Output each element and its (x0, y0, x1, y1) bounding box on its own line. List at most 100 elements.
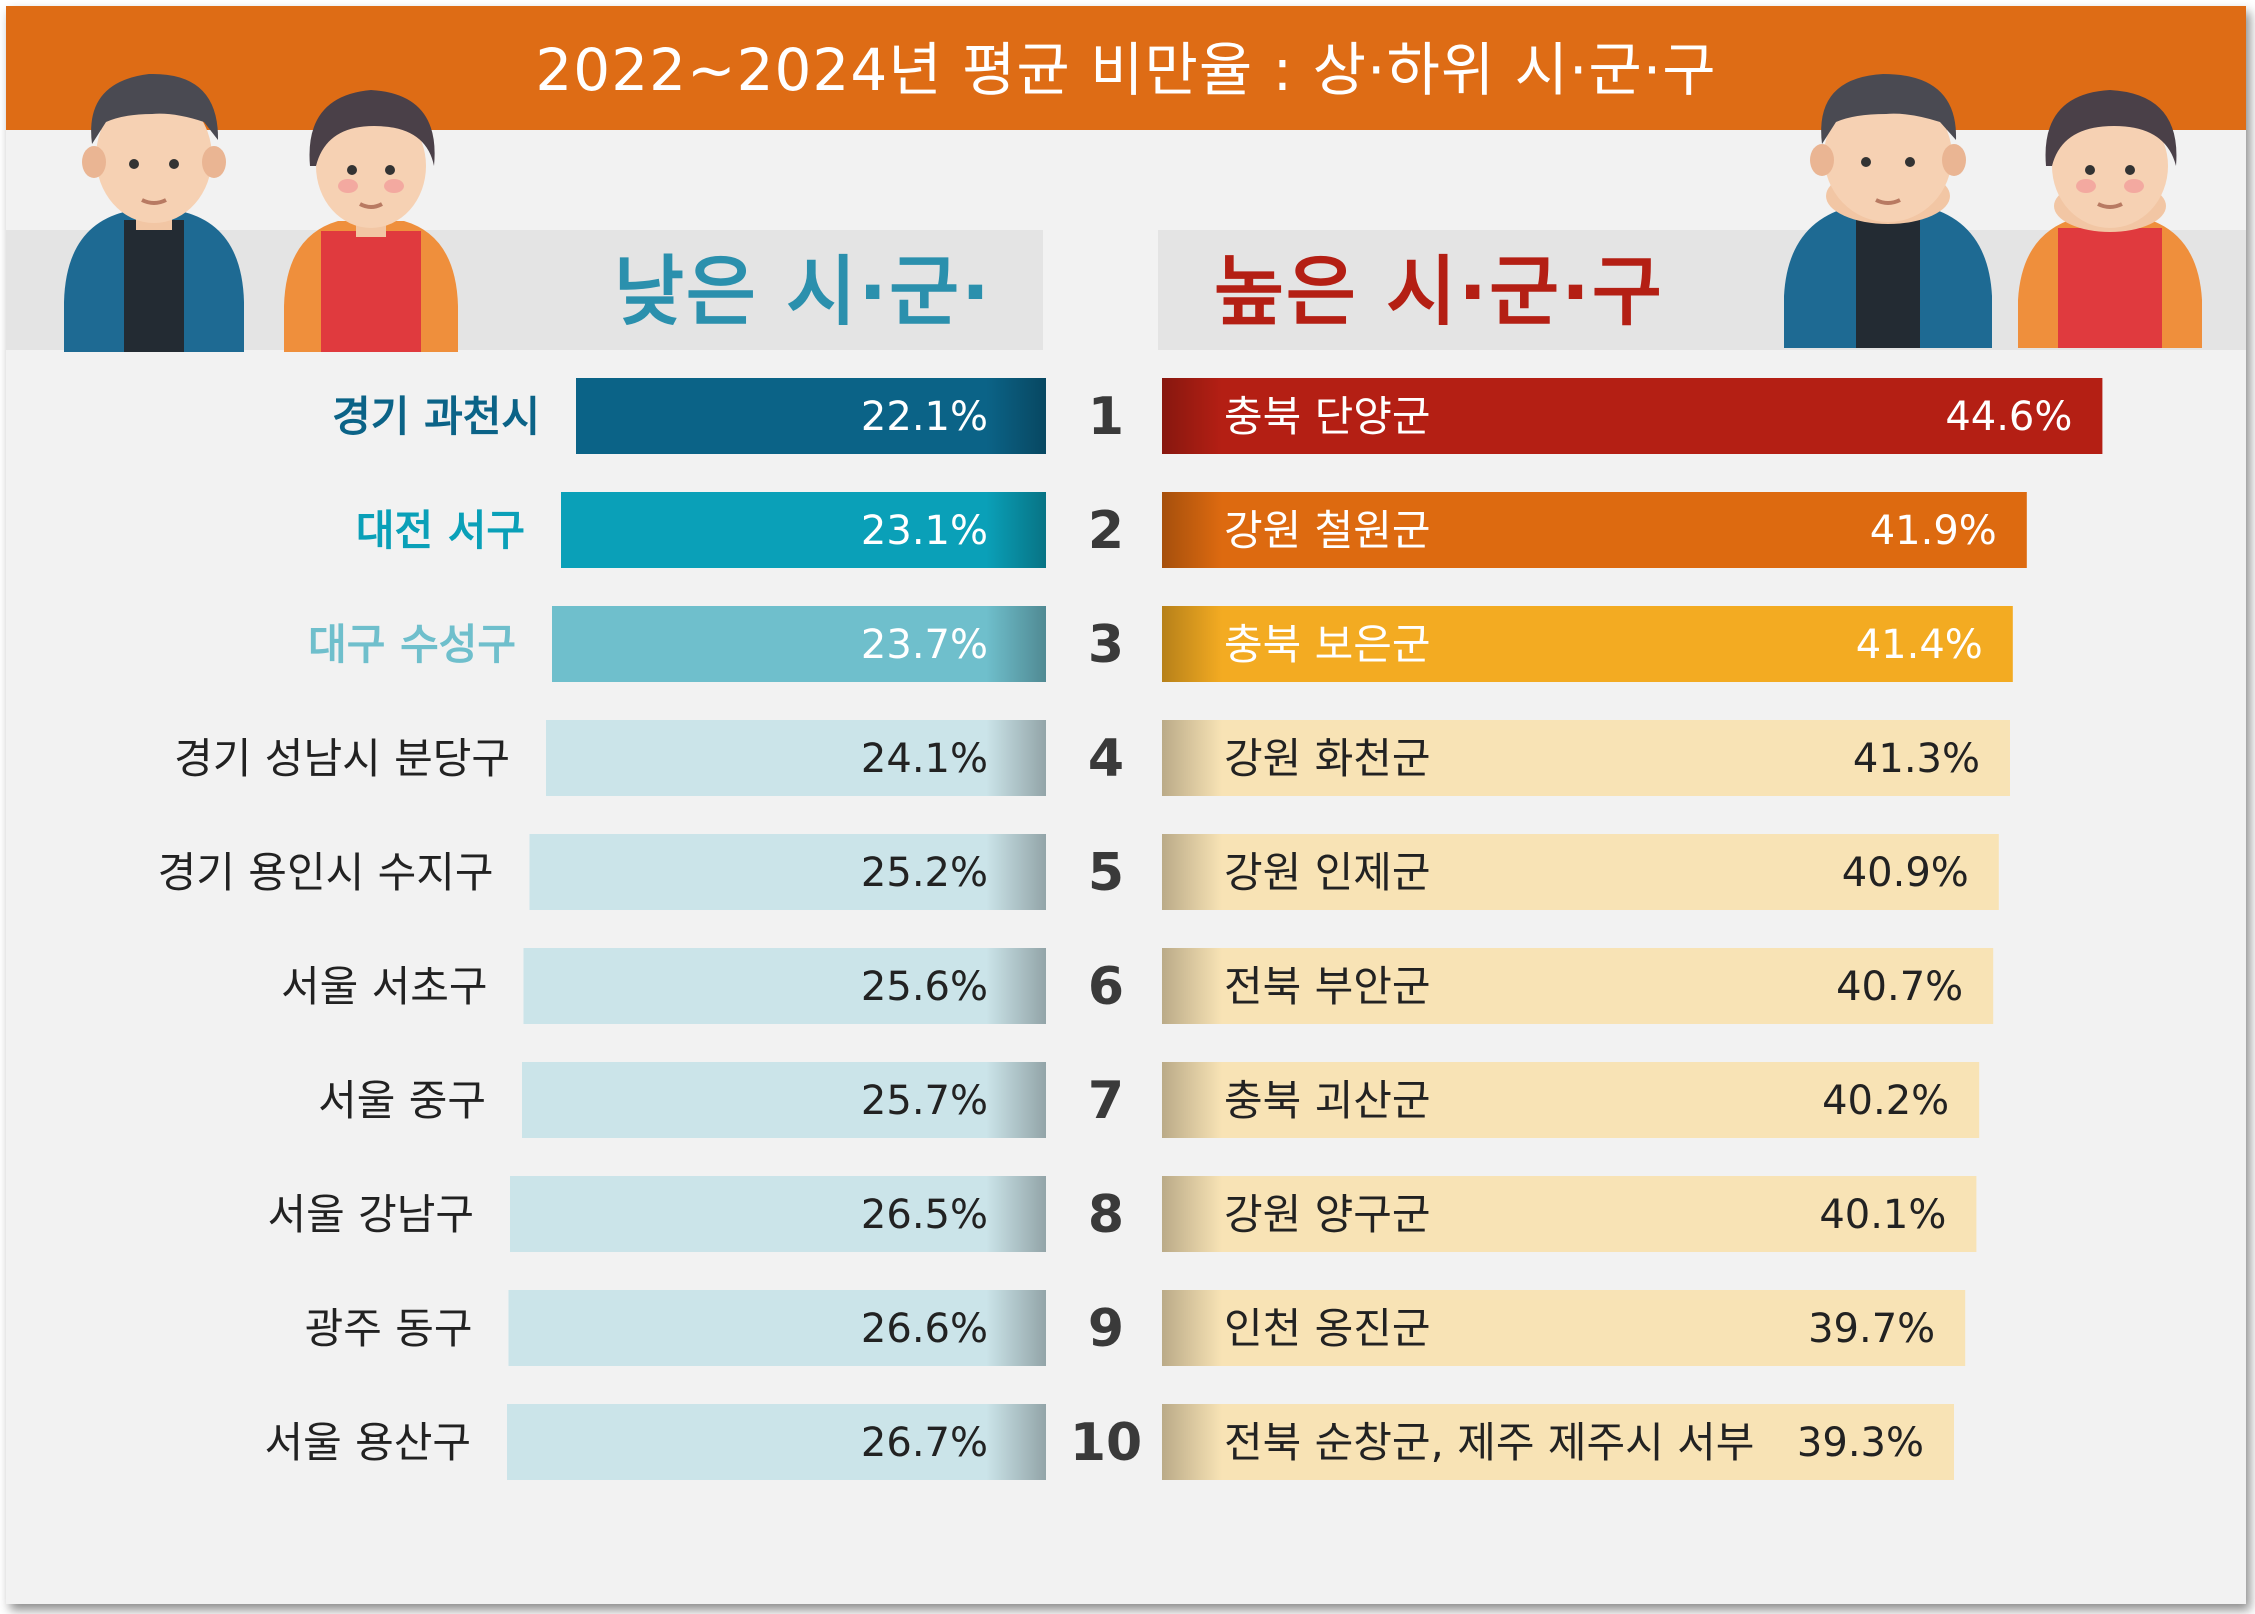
high-category-label: 강원 인제군 (1224, 848, 1431, 897)
chart-title: 2022~2024년 평균 비만율 : 상·하위 시·군·구 (535, 36, 1717, 104)
low-bar-fold-2 (986, 492, 1046, 568)
high-bar-8 (1162, 1176, 1977, 1252)
low-bar-fold-1 (986, 378, 1046, 454)
high-bar-5 (1162, 834, 1999, 910)
high-bar-fold-6 (1162, 948, 1222, 1024)
high-bar-9 (1162, 1290, 1966, 1366)
low-category-label: 서울 강남구 (267, 1190, 474, 1239)
low-bar-3 (552, 606, 1046, 682)
high-category-label: 강원 양구군 (1224, 1190, 1431, 1239)
low-bar-fold-10 (986, 1404, 1046, 1480)
high-bar-fold-8 (1162, 1176, 1222, 1252)
rank-label: 7 (1088, 1071, 1124, 1131)
low-bar-fold-6 (986, 948, 1046, 1024)
low-bar-5 (529, 834, 1046, 910)
high-bar-fold-1 (1162, 378, 1222, 454)
low-bar-4 (546, 720, 1046, 796)
high-value-label: 40.7% (1836, 964, 1963, 1010)
high-category-label: 강원 철원군 (1224, 506, 1431, 555)
high-value-label: 41.9% (1870, 508, 1997, 554)
rank-label: 5 (1088, 843, 1124, 903)
low-bar-7 (522, 1062, 1046, 1138)
low-value-label: 25.7% (861, 1078, 988, 1124)
high-bar-fold-7 (1162, 1062, 1222, 1138)
high-bar-fold-4 (1162, 720, 1222, 796)
high-value-label: 39.3% (1797, 1420, 1924, 1466)
low-bar-2 (561, 492, 1046, 568)
high-category-label: 충북 보은군 (1224, 620, 1431, 669)
low-bar-10 (507, 1404, 1046, 1480)
low-bar-fold-7 (986, 1062, 1046, 1138)
low-bar-1 (576, 378, 1046, 454)
bar-charts: 경기 과천시 22.1% 대전 서구 23.1% 대구 수성구 23.7% 경기 성남시 분… (158, 378, 2103, 1480)
low-bar-9 (508, 1290, 1046, 1366)
low-category-label: 경기 성남시 분당구 (174, 734, 510, 783)
low-section-label: 낮은 시·군·구 (614, 247, 992, 460)
high-value-label: 40.1% (1819, 1192, 1946, 1238)
low-bar-fold-8 (986, 1176, 1046, 1252)
low-bar-fold-5 (986, 834, 1046, 910)
rank-label: 2 (1088, 501, 1124, 561)
high-value-label: 40.9% (1842, 850, 1969, 896)
low-value-label: 25.6% (861, 964, 988, 1010)
high-value-label: 44.6% (1945, 394, 2072, 440)
rank-label: 10 (1070, 1413, 1142, 1473)
low-category-label: 대전 서구 (356, 506, 525, 555)
high-bar-7 (1162, 1062, 1980, 1138)
rank-label: 9 (1088, 1299, 1124, 1359)
rank-label: 4 (1088, 729, 1124, 789)
low-bar-8 (510, 1176, 1046, 1252)
low-category-label: 서울 중구 (318, 1076, 486, 1125)
high-section-label: 높은 시·군·구 (1214, 247, 1664, 336)
woman-illustration-right (2018, 90, 2202, 348)
rank-label: 8 (1088, 1185, 1124, 1245)
high-category-label: 전북 부안군 (1224, 962, 1431, 1011)
rank-label: 1 (1088, 387, 1124, 447)
man-illustration-right (1784, 74, 1992, 348)
rank-label: 3 (1088, 615, 1124, 675)
high-bar-2 (1162, 492, 2027, 568)
high-bar-fold-2 (1162, 492, 1222, 568)
high-category-label: 전북 순창군, 제주 제주시 서부 (1224, 1418, 1754, 1467)
low-category-label: 서울 서초구 (281, 962, 488, 1011)
high-value-label: 41.3% (1853, 736, 1980, 782)
high-category-label: 충북 괴산군 (1224, 1076, 1431, 1125)
low-category-label: 서울 용산구 (264, 1418, 471, 1467)
high-value-label: 39.7% (1808, 1306, 1935, 1352)
high-value-label: 40.2% (1822, 1078, 1949, 1124)
rank-label: 6 (1088, 957, 1124, 1017)
high-bar-1 (1162, 378, 2103, 454)
low-value-label: 22.1% (861, 394, 988, 440)
low-value-label: 25.2% (861, 850, 988, 896)
high-bar-4 (1162, 720, 2010, 796)
low-value-label: 24.1% (861, 736, 988, 782)
high-value-label: 41.4% (1856, 622, 1983, 668)
infographic-card: 2022~2024년 평균 비만율 : 상·하위 시·군·구 낮은 시·군·구 … (6, 6, 2246, 1604)
high-category-label: 강원 화천군 (1224, 734, 1431, 783)
high-bar-fold-3 (1162, 606, 1222, 682)
low-category-label: 경기 용인시 수지구 (158, 848, 494, 897)
man-illustration-left (64, 73, 244, 352)
low-bar-fold-4 (986, 720, 1046, 796)
low-category-label: 경기 과천시 (332, 392, 540, 441)
high-category-label: 인천 옹진군 (1224, 1304, 1431, 1353)
low-bar-fold-9 (986, 1290, 1046, 1366)
high-bar-10 (1162, 1404, 1954, 1480)
high-bar-fold-9 (1162, 1290, 1222, 1366)
low-category-label: 대구 수성구 (308, 620, 516, 669)
low-bar-fold-3 (986, 606, 1046, 682)
low-value-label: 23.7% (861, 622, 988, 668)
high-bar-fold-10 (1162, 1404, 1222, 1480)
woman-illustration-left (284, 90, 458, 352)
chart-area: 경기 과천시 22.1% 대전 서구 23.1% 대구 수성구 23.7% 경기 성남시 분… (6, 350, 2246, 1604)
low-value-label: 23.1% (861, 508, 988, 554)
high-bar-fold-5 (1162, 834, 1222, 910)
high-category-label: 충북 단양군 (1224, 392, 1431, 441)
low-value-label: 26.7% (861, 1420, 988, 1466)
high-bar-3 (1162, 606, 2013, 682)
low-value-label: 26.5% (861, 1192, 988, 1238)
low-category-label: 광주 동구 (305, 1304, 473, 1353)
low-bar-6 (523, 948, 1046, 1024)
low-value-label: 26.6% (861, 1306, 988, 1352)
high-bar-6 (1162, 948, 1994, 1024)
